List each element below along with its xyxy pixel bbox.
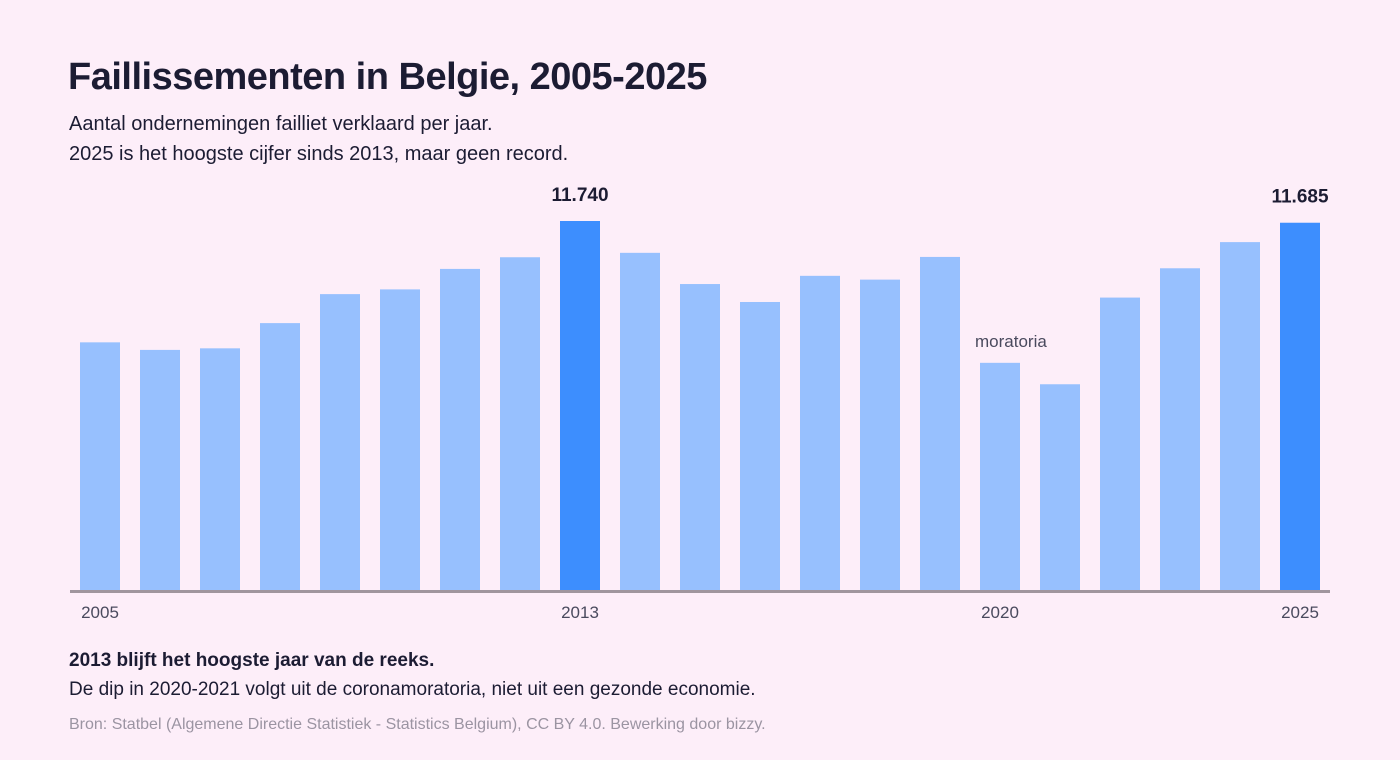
bar-2024: [1220, 242, 1260, 591]
bar-2018: [860, 279, 900, 591]
bar-2020: [980, 362, 1020, 591]
bar-2013: [560, 221, 600, 591]
x-tick-label-2013: 2013: [561, 603, 599, 622]
footnote-highlight: 2013 blijft het hoogste jaar van de reek…: [69, 650, 435, 671]
bar-2017: [800, 275, 840, 591]
bar-2009: [320, 294, 360, 591]
x-tick-label-2005: 2005: [81, 603, 119, 622]
x-tick-label-2020: 2020: [981, 603, 1019, 622]
x-tick-label-2025: 2025: [1281, 603, 1319, 622]
bar-2011: [440, 268, 480, 591]
bar-2016: [740, 301, 780, 591]
bar-2005: [80, 342, 120, 591]
chart-subtitle-line-2: 2025 is het hoogste cijfer sinds 2013, m…: [69, 143, 569, 165]
bar-2015: [680, 284, 720, 591]
annotation-moratoria: moratoria: [975, 332, 1047, 351]
chart-title: Faillissementen in Belgie, 2005-2025: [68, 56, 707, 98]
bar-2008: [260, 323, 300, 591]
chart-subtitle-line-1: Aantal ondernemingen failliet verklaard …: [69, 113, 493, 135]
footnote-text: De dip in 2020-2021 volgt uit de coronam…: [69, 679, 756, 700]
bar-2019: [920, 256, 960, 591]
value-label-2025: 11.685: [1271, 187, 1328, 208]
bar-2021: [1040, 384, 1080, 591]
bar-2025: [1280, 222, 1320, 591]
value-label-2013: 11.740: [551, 185, 608, 206]
bar-2007: [200, 348, 240, 591]
bar-2010: [380, 289, 420, 591]
bar-2014: [620, 252, 660, 591]
source-credit: Bron: Statbel (Algemene Directie Statist…: [69, 716, 766, 733]
bar-2023: [1160, 268, 1200, 591]
bar-2006: [140, 349, 180, 591]
bar-2022: [1100, 297, 1140, 591]
bar-2012: [500, 257, 540, 591]
